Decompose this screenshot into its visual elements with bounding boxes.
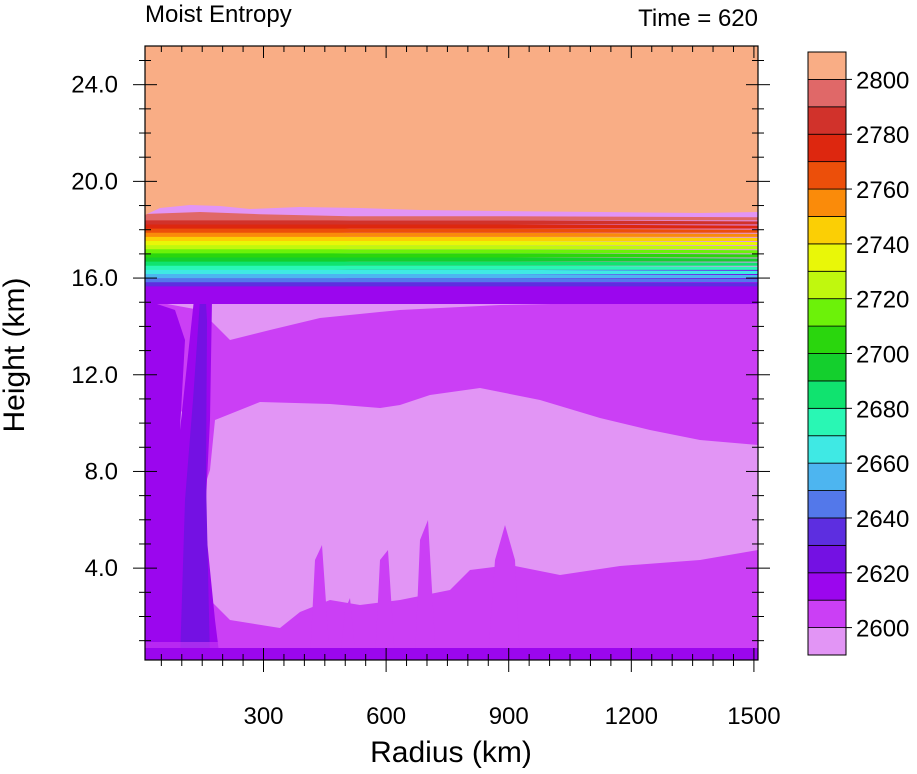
- gradient-band: [145, 223, 758, 233]
- colorbar-tick-label: 2800: [856, 67, 909, 94]
- band-upper-troposphere: [145, 298, 758, 500]
- y-axis: 4.0 8.0 12.0 16.0 20.0 24.0: [71, 60, 770, 642]
- y-tick-label: 4.0: [85, 555, 118, 582]
- colorbar-tick-label: 2640: [856, 506, 909, 533]
- gradient-band: [145, 234, 758, 246]
- gradient-band: [145, 273, 758, 287]
- colorbar-swatch: [807, 270, 847, 300]
- y-tick-label: 8.0: [85, 458, 118, 485]
- y-tick-label: 16.0: [71, 265, 118, 292]
- colorbar-swatch: [807, 325, 847, 354]
- gradient-band: [145, 257, 758, 270]
- x-axis: 300 600 900 1200 1500: [160, 46, 781, 730]
- band-upper: [145, 46, 758, 215]
- colorbar-swatch: [807, 161, 847, 190]
- gradient-band: [145, 242, 758, 254]
- gradient-band: [145, 265, 758, 279]
- colorbar-tick-label: 2760: [856, 177, 909, 204]
- gradient-band: [145, 238, 758, 250]
- colorbar-swatch: [807, 462, 847, 491]
- gradient-band: [145, 227, 758, 237]
- colorbar-tick-label: 2740: [856, 232, 909, 259]
- y-axis-title: Height (km): [0, 277, 31, 432]
- colorbar-swatch: [807, 106, 847, 135]
- gradient-band: [145, 215, 758, 225]
- colorbar-swatch: [807, 353, 847, 382]
- gradient-band: [145, 254, 758, 266]
- colorbar-swatch: [807, 243, 847, 272]
- x-tick-label: 1500: [727, 703, 780, 730]
- colorbar-swatch: [807, 544, 847, 574]
- colorbar-swatch: [807, 380, 847, 409]
- colorbar-swatch: [807, 627, 847, 656]
- colorbar-swatch: [807, 79, 847, 108]
- time-label: Time = 620: [638, 5, 758, 32]
- colorbar-tick-label: 2620: [856, 561, 909, 588]
- x-tick-label: 300: [243, 703, 283, 730]
- x-tick-label: 900: [489, 703, 529, 730]
- colorbar-swatch: [807, 407, 847, 437]
- colorbar-swatch: [807, 216, 847, 245]
- colorbar-swatch: [807, 188, 847, 217]
- chart-title: Moist Entropy: [145, 1, 292, 28]
- colorbar: 2600 2620 2640 2660 2680 2700 2720 2740 2760 2780…: [807, 51, 909, 656]
- colorbar-tick-label: 2720: [856, 287, 909, 314]
- gradient-band: [145, 246, 758, 258]
- gradient-band: [145, 250, 758, 262]
- y-tick-label: 20.0: [71, 168, 118, 195]
- contour-plot: [145, 46, 758, 660]
- band-boundary-layer: [145, 550, 758, 660]
- x-tick-label: 600: [366, 703, 406, 730]
- gradient-band: [145, 212, 758, 221]
- eyewall-inner: [180, 250, 210, 660]
- colorbar-tick-label: 2780: [856, 122, 909, 149]
- colorbar-swatch: [807, 51, 847, 80]
- x-tick-label: 1200: [605, 703, 658, 730]
- x-axis-title: Radius (km): [370, 736, 532, 769]
- gradient-band: [145, 261, 758, 274]
- colorbar-tick-label: 2660: [856, 451, 909, 478]
- tropopause-gradient: [145, 212, 758, 287]
- colorbar-swatch: [807, 298, 847, 327]
- surface-layer-top: [145, 642, 758, 648]
- colorbar-swatch: [807, 599, 847, 628]
- colorbar-swatch: [807, 572, 847, 601]
- colorbar-tick-label: 2680: [856, 396, 909, 423]
- gradient-band: [145, 231, 758, 241]
- gradient-band: [145, 219, 758, 229]
- surface-layer: [145, 648, 758, 660]
- y-tick-label: 24.0: [71, 72, 118, 99]
- colorbar-tick-label: 2600: [856, 616, 909, 643]
- colorbar-swatch: [807, 517, 847, 546]
- colorbar-swatch: [807, 435, 847, 464]
- y-tick-label: 12.0: [71, 362, 118, 389]
- colorbar-tick-label: 2700: [856, 342, 909, 369]
- gradient-band: [145, 269, 758, 283]
- colorbar-swatch: [807, 133, 847, 163]
- plot-frame: [144, 45, 759, 661]
- colorbar-swatch: [807, 490, 847, 519]
